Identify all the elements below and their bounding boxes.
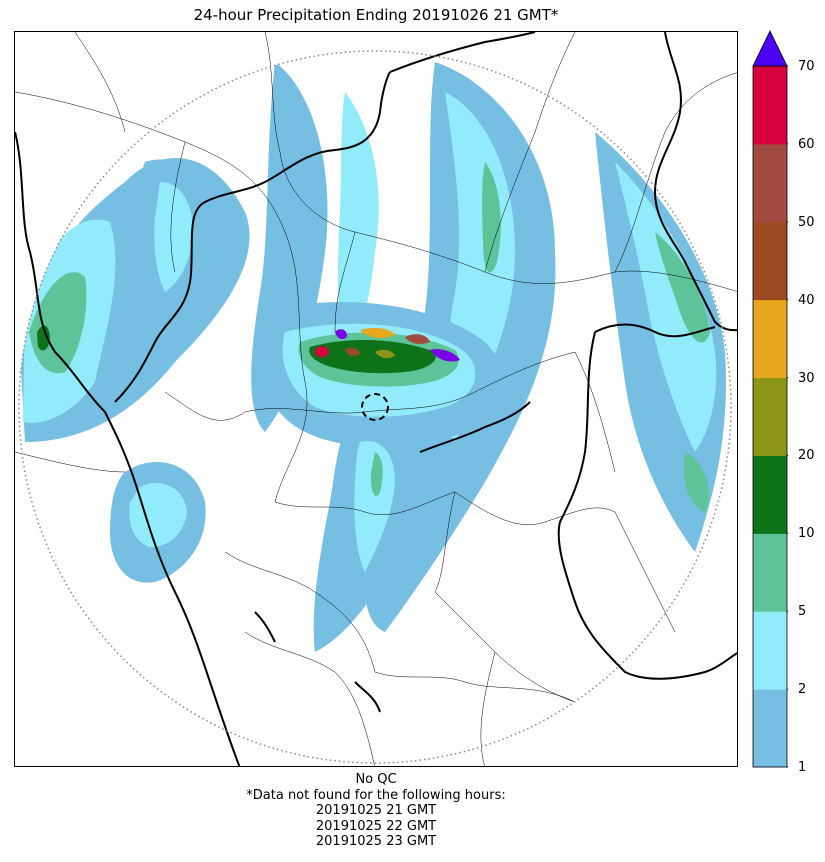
colorbar-tick-label: 60: [798, 136, 815, 152]
missing-hour: 20191025 23 GMT: [315, 834, 437, 849]
precip-area: [655, 232, 710, 343]
colorbar: [752, 30, 788, 768]
district-boundaries: [15, 32, 737, 766]
radar-map-canvas: [15, 32, 737, 766]
precip-area: [335, 329, 347, 340]
precip-area: [154, 182, 193, 292]
colorbar-segment: [753, 221, 787, 301]
precip-area: [375, 349, 395, 359]
colorbar-segment: [753, 299, 787, 379]
colorbar-segment: [753, 377, 787, 456]
precip-area: [683, 452, 709, 512]
missing-data-note: *Data not found for the following hours:: [246, 787, 506, 803]
qc-note: No QC: [355, 772, 397, 787]
precip-area: [354, 441, 395, 572]
footer-notes: No QC *Data not found for the following …: [14, 772, 738, 850]
colorbar-segment: [753, 533, 787, 612]
precip-area: [309, 340, 436, 374]
precip-area: [37, 325, 50, 351]
precip-area: [315, 346, 329, 358]
precip-area: [370, 452, 383, 496]
radar-center-ring: [361, 393, 389, 421]
precip-area: [482, 162, 501, 273]
missing-hour: 20191025 22 GMT: [315, 818, 437, 834]
range-ring: [18, 50, 732, 764]
colorbar-segment: [753, 689, 787, 768]
precip-area: [615, 162, 717, 452]
state-boundaries: [15, 32, 737, 766]
colorbar-outline: [752, 65, 788, 768]
precip-area: [405, 334, 430, 345]
missing-hour: 20191025 21 GMT: [315, 803, 437, 818]
colorbar-segment: [753, 455, 787, 534]
colorbar-tick-label: 70: [798, 59, 815, 74]
colorbar-tick-label: 1: [798, 760, 807, 775]
precip-area: [337, 92, 379, 362]
colorbar-tick-label: 50: [798, 214, 815, 230]
precipitation-field: [19, 62, 726, 652]
radar-map: [14, 31, 738, 767]
precip-area: [360, 327, 395, 338]
colorbar-extend-arrow: [752, 30, 788, 67]
colorbar-tick-label: 40: [798, 292, 815, 308]
colorbar-tick-label: 10: [798, 526, 815, 542]
colorbar-tick-label: 30: [798, 370, 815, 386]
colorbar-tick-label: 5: [798, 604, 807, 620]
colorbar-segment: [753, 611, 787, 690]
colorbar-tick-label: 2: [798, 682, 807, 698]
precip-area: [430, 349, 460, 362]
colorbar-segment: [753, 143, 787, 223]
map-title: 24-hour Precipitation Ending 20191026 21…: [193, 6, 559, 24]
precip-area: [129, 483, 187, 547]
colorbar-segment: [753, 66, 787, 145]
colorbar-tick-label: 20: [798, 448, 815, 464]
precip-area: [345, 347, 360, 357]
